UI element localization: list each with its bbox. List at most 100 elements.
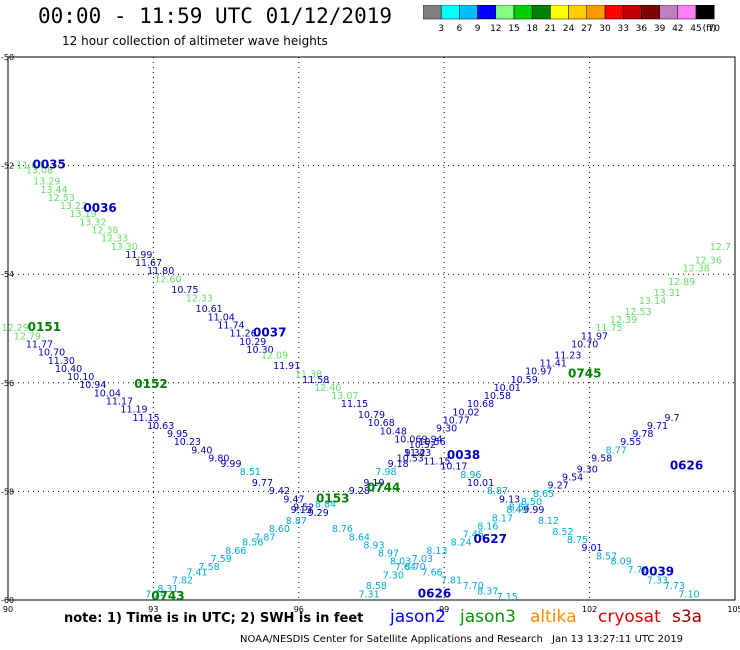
swh-value: 8.09 [611, 557, 632, 568]
swh-value: 8.64 [349, 532, 370, 543]
swh-value: 8.12 [538, 516, 559, 527]
satellite-cryosat: cryosat [598, 607, 661, 627]
swh-value: 10.30 [246, 345, 273, 356]
satellite-jason2: jason2 [390, 607, 446, 627]
x-tick-label: 105 [727, 605, 740, 614]
pass-id-label: 0627 [474, 532, 507, 546]
swh-value: 8.87 [286, 516, 307, 527]
swh-value: 9.99 [220, 459, 241, 470]
swh-value: 13.32 [79, 217, 106, 228]
swh-value: 7.82 [172, 576, 193, 587]
swh-value: 7.98 [375, 467, 396, 478]
pass-id-label: 0626 [670, 459, 703, 473]
swh-value: 8.13 [426, 546, 447, 557]
swh-value: 9.71 [647, 421, 668, 432]
swh-value: 12.36 [695, 255, 722, 266]
swh-value: 11.74 [217, 321, 244, 332]
footer-timestamp: Jan 13 13:27:11 UTC 2019 [552, 634, 684, 645]
swh-value: 9.99 [523, 505, 544, 516]
swh-value: 8.24 [451, 538, 472, 549]
swh-value: 7.58 [199, 562, 220, 573]
swh-value: 8.51 [240, 467, 261, 478]
legend-label: 33 [617, 24, 628, 34]
swh-value: 8.76 [332, 524, 353, 535]
swh-value: 7.10 [678, 589, 699, 600]
swh-value: 8.56 [242, 538, 263, 549]
swh-value: 10.68 [467, 399, 494, 410]
swh-value: 13.14 [639, 296, 666, 307]
swh-value: 11.30 [48, 356, 75, 367]
swh-value: 8.75 [567, 535, 588, 546]
swh-value: 10.97 [525, 367, 552, 378]
swh-value: 9.54 [562, 473, 583, 484]
satellite-jason3: jason3 [460, 607, 516, 627]
legend-swatch-15 [695, 5, 715, 20]
note-text: note: 1) Time is in UTC; 2) SWH is in fe… [64, 611, 364, 626]
swh-value: 10.70 [571, 340, 598, 351]
swh-value: 12.53 [624, 307, 651, 318]
color-legend: 3 6 9 12 15 18 21 24 27 30 33 36 39 42 45 70(ft) [423, 5, 720, 34]
swh-value: 11.67 [135, 258, 162, 269]
swh-value: 8.66 [225, 546, 246, 557]
pass-id-label: 0036 [83, 201, 116, 215]
footer-credit: NOAA/NESDIS Center for Satellite Applica… [240, 634, 543, 645]
swh-value: 7.33 [647, 576, 668, 587]
swh-value: 9.30 [577, 464, 598, 475]
swh-value: 9.52 [293, 502, 314, 513]
swh-value: 8.49 [506, 505, 527, 516]
swh-value: 9.77 [252, 478, 273, 489]
legend-unit: (ft) [703, 24, 717, 34]
swh-value: 10.68 [368, 418, 395, 429]
legend-label: 39 [654, 24, 666, 34]
swh-value: 9.95 [167, 429, 188, 440]
swh-value: 9.30 [436, 424, 457, 435]
swh-value: 10.79 [358, 410, 385, 421]
swh-value: 8.60 [269, 524, 290, 535]
swh-value: 7.87 [254, 532, 275, 543]
swh-value: 11.26 [229, 329, 256, 340]
swh-value: 11.23 [554, 350, 581, 361]
x-tick-label: 90 [3, 605, 13, 614]
swh-value: 12.7 [710, 242, 731, 253]
satellite-altika: altika [530, 607, 577, 627]
swh-value: 11.15 [423, 456, 450, 467]
swh-value: 9.13 [291, 505, 312, 516]
legend-label: 9 [475, 24, 481, 34]
swh-value: 7.66 [422, 568, 443, 579]
swh-value: 8.50 [521, 497, 542, 508]
swh-value: 11.04 [208, 312, 235, 323]
swh-value: 8.70 [405, 562, 426, 573]
y-tick-label: -60 [1, 596, 14, 605]
swh-value: 9.40 [191, 445, 212, 456]
swh-value: 10.63 [147, 421, 174, 432]
swh-value: 11.97 [581, 331, 608, 342]
swh-value: 11.91 [273, 361, 300, 372]
y-tick-label: -58 [1, 487, 14, 496]
swh-value: 10.56 [418, 437, 445, 448]
swh-value: 10.52 [409, 440, 436, 451]
legend-label: 70 [708, 24, 720, 34]
swh-value: 7.30 [383, 570, 404, 581]
legend-label: 27 [581, 24, 592, 34]
swh-value: 8.84 [315, 500, 336, 511]
y-tick-label: -54 [1, 270, 14, 279]
swh-value: 12.33 [101, 234, 128, 245]
swh-value: 8.37 [477, 587, 498, 598]
swh-value: 7.76 [627, 565, 648, 576]
swh-value: 7.03 [412, 554, 433, 565]
swh-value: 10.01 [467, 478, 494, 489]
swh-value: 7.81 [441, 576, 462, 587]
legend-label: 15 [508, 24, 519, 34]
swh-value: 9.55 [620, 437, 641, 448]
swh-value: 8.58 [366, 581, 387, 592]
swh-value: 10.61 [196, 304, 223, 315]
x-tick-label: 99 [439, 605, 449, 614]
swh-value: 12.38 [683, 263, 710, 274]
legend-label: 3 [438, 24, 444, 34]
pass-id-label: 0035 [32, 157, 65, 171]
pass-id-label: 0745 [568, 366, 601, 380]
swh-value: 11.38 [295, 369, 322, 380]
swh-value: 10.10 [67, 372, 94, 383]
chart-subtitle: 12 hour collection of altimeter wave hei… [62, 34, 328, 48]
pass-id-label: 0151 [28, 320, 61, 334]
